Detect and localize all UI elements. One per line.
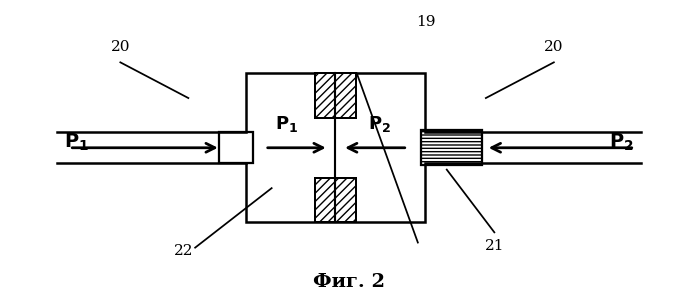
Text: 22: 22 xyxy=(174,244,194,258)
Bar xyxy=(246,73,424,222)
Text: 20: 20 xyxy=(110,40,130,54)
Text: $\mathbf{P_2}$: $\mathbf{P_2}$ xyxy=(368,114,391,134)
Text: $\mathbf{P_1}$: $\mathbf{P_1}$ xyxy=(64,132,89,153)
Text: 21: 21 xyxy=(484,239,504,253)
Bar xyxy=(219,132,253,163)
Bar xyxy=(422,130,482,165)
Text: Фиг. 2: Фиг. 2 xyxy=(313,273,385,291)
Text: $\mathbf{P_1}$: $\mathbf{P_1}$ xyxy=(275,114,299,134)
Text: $\mathbf{P_2}$: $\mathbf{P_2}$ xyxy=(609,132,634,153)
Bar xyxy=(315,73,356,117)
Bar xyxy=(315,178,356,222)
Text: 20: 20 xyxy=(544,40,563,54)
Text: 19: 19 xyxy=(417,15,436,28)
